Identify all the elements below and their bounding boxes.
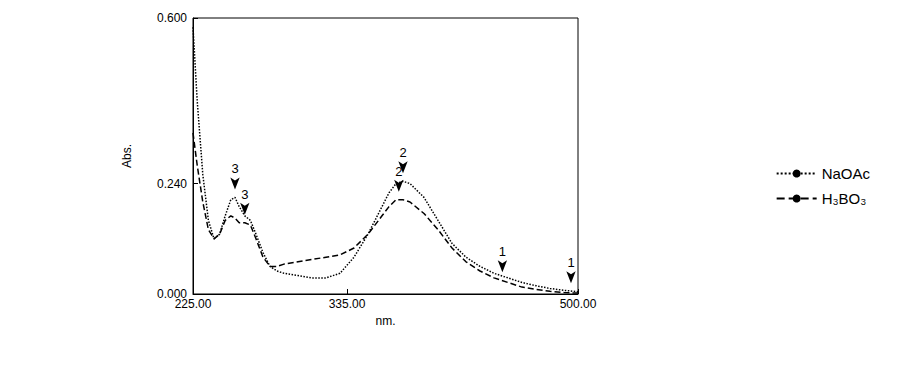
svg-text:1: 1: [499, 244, 506, 259]
svg-text:1: 1: [567, 255, 574, 270]
svg-text:2: 2: [399, 145, 406, 160]
svg-text:335.00: 335.00: [329, 297, 366, 311]
svg-text:nm.: nm.: [375, 314, 395, 328]
svg-text:0.240: 0.240: [157, 177, 187, 191]
svg-text:2: 2: [395, 164, 402, 179]
svg-text:225.00: 225.00: [175, 297, 212, 311]
svg-text:Abs.: Abs.: [120, 144, 134, 168]
svg-text:0.600: 0.600: [157, 11, 187, 25]
svg-text:500.00: 500.00: [560, 297, 597, 311]
svg-text:3: 3: [241, 187, 248, 202]
svg-text:0.000: 0.000: [157, 287, 187, 301]
svg-text:3: 3: [231, 161, 238, 176]
svg-text:H₃BO₃: H₃BO₃: [822, 190, 867, 207]
svg-text:NaOAc: NaOAc: [822, 165, 871, 182]
